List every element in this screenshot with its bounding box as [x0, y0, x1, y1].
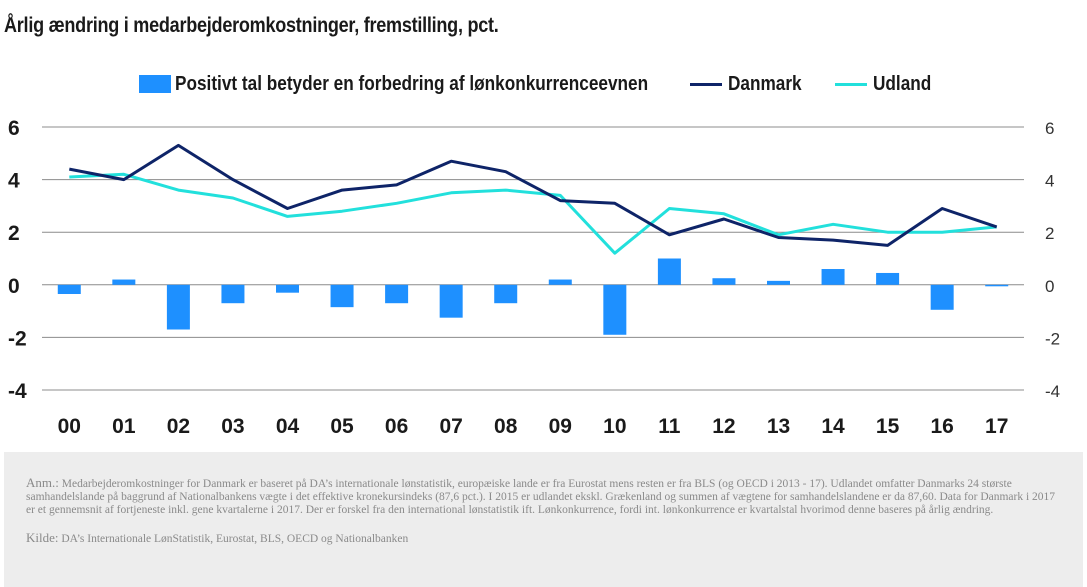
x-tick-label: 06 [385, 415, 408, 438]
x-tick-label: 01 [112, 415, 136, 438]
bar [276, 284, 299, 293]
bar [166, 284, 190, 330]
bar [657, 258, 681, 285]
x-tick-label: 02 [167, 415, 190, 438]
x-tick-label: 08 [494, 415, 518, 438]
legend-label-udland: Udland [873, 72, 932, 95]
legend-swatch-bars [139, 75, 171, 93]
x-tick-label: 03 [221, 415, 244, 438]
y-tick-label-right: 0 [1045, 277, 1054, 296]
anm-label: Anm.: [26, 475, 59, 490]
bar [385, 284, 409, 304]
y-tick-label-left: 2 [8, 222, 20, 245]
x-tick-label: 05 [330, 415, 354, 438]
bar [767, 280, 790, 285]
legend-label-bars: Positivt tal betyder en forbedring af lø… [175, 72, 649, 95]
x-tick-label: 10 [603, 415, 626, 438]
chart-plot: 6 64 42 20 0-2 -2-4 -400 01 02 03 04 05 06 07 08 09 10 11… [8, 117, 1060, 438]
x-tick-label: 13 [767, 415, 790, 438]
bar [330, 284, 354, 308]
x-tick-label: 11 [658, 415, 681, 438]
line-danmark [69, 143, 998, 247]
y-tick-label-right: 4 [1045, 172, 1054, 191]
x-tick-label: 17 [985, 415, 1008, 438]
y-tick-label-right: 6 [1045, 119, 1054, 138]
bar [548, 279, 572, 285]
legend-item-bars: Positivt tal betyder en forbedring af lø… [139, 70, 725, 98]
legend-item-danmark: Danmark [690, 70, 814, 98]
y-tick-label-left: -4 [8, 380, 27, 403]
bar [712, 278, 736, 285]
legend-swatch-danmark [690, 82, 722, 86]
bar [439, 284, 463, 318]
y-tick-label-right: -4 [1045, 382, 1060, 401]
y-tick-label-right: -2 [1045, 329, 1060, 348]
bar [221, 284, 245, 304]
y-tick-label-left: 6 [8, 117, 20, 140]
y-tick-label-left: 0 [8, 275, 20, 298]
y-tick-label-right: 2 [1045, 224, 1054, 243]
chart-legend: Positivt tal betyder en forbedring af lø… [0, 70, 1087, 98]
bar [821, 269, 845, 285]
bar [985, 284, 1009, 287]
bar [494, 284, 518, 304]
chart-title: Årlig ændring i medarbejderomkostninger,… [4, 14, 499, 37]
x-tick-label: 00 [58, 415, 81, 438]
x-tick-label: 12 [712, 415, 735, 438]
x-tick-label: 04 [276, 415, 300, 438]
legend-item-udland: Udland [835, 70, 941, 98]
x-tick-label: 15 [876, 415, 900, 438]
footnote-box: Anm.: Medarbejderomkostninger for Danmar… [4, 452, 1083, 587]
legend-label-danmark: Danmark [728, 72, 802, 95]
x-tick-label: 07 [439, 415, 462, 438]
x-tick-label: 09 [549, 415, 572, 438]
bar [876, 272, 900, 285]
x-tick-label: 16 [930, 415, 953, 438]
bar [930, 284, 954, 310]
line-udland [69, 172, 997, 255]
bar [603, 284, 627, 335]
kilde-label: Kilde: [26, 530, 59, 545]
x-tick-label: 14 [821, 415, 845, 438]
footnote-anm: Anm.: Medarbejderomkostninger for Danmar… [26, 476, 1061, 517]
legend-swatch-udland [835, 82, 867, 86]
y-tick-label-left: 4 [8, 170, 20, 193]
y-tick-label-left: -2 [8, 327, 27, 350]
footnote-kilde: Kilde: DA’s Internationale LønStatistik,… [26, 531, 1061, 546]
kilde-text: DA’s Internationale LønStatistik, Eurost… [58, 533, 409, 545]
anm-text: Medarbejderomkostninger for Danmark er b… [26, 478, 1056, 516]
bar [57, 284, 81, 295]
bar [112, 279, 136, 285]
